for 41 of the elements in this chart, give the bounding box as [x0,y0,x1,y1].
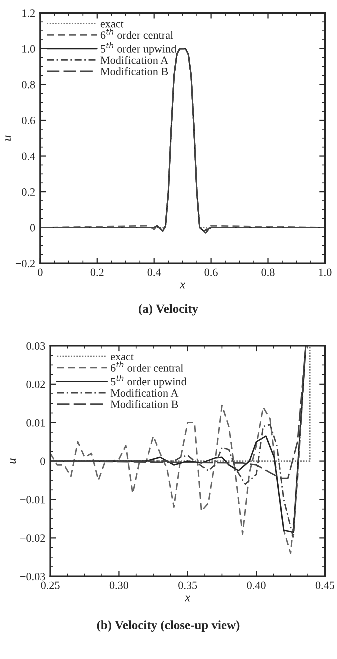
y-tick-label: −0.01 [20,496,46,504]
legend-label: Modification A [100,56,169,64]
text: (a) Velocity [139,304,198,316]
legend-label: exact [110,354,134,361]
x-axis-title: x [180,282,186,289]
y-tick-label: 0.02 [26,380,46,388]
y-tick-label: −0.02 [20,534,46,542]
x-tick-label: 0.35 [178,582,198,590]
y-axis-title: u [10,458,16,464]
y-tick-label: 0.8 [22,81,36,89]
y-tick-label: −0.03 [20,573,46,581]
y-tick-label: 0 [40,458,46,466]
x-tick-label: 0.25 [41,582,60,590]
y-tick-label: 0.6 [22,116,36,125]
y-tick-label: 0.2 [22,188,35,196]
y-tick-label: −0.2 [16,260,35,268]
y-tick-label: 0.03 [26,342,46,350]
legend-label: 6$^{th}$ order central [111,362,184,372]
legend-label: 5$^{th}$ order upwind [101,42,177,56]
legend-label: 5$^{th}$ order upwind [111,375,187,388]
y-tick-label: 0 [30,224,36,232]
x-tick-label: 0.2 [90,268,104,276]
legend-label: exact [100,21,124,28]
x-axis-title: x [184,596,191,602]
legend-label: Modification A [110,389,179,398]
x-tick-label: 0.30 [110,582,129,590]
legend-label: 6$^{th}$ order central [100,28,174,40]
y-tick-label: 1.2 [22,10,35,18]
y-axis-title: u [6,136,12,141]
x-tick-label: 0.8 [262,268,275,276]
y-tick-label: 1.0 [22,45,36,53]
y-tick-label: 0.01 [26,419,46,427]
x-tick-label: 0.6 [204,268,218,276]
text: (b) Velocity (close-up view) [97,620,240,632]
x-tick-label: 0.4 [148,268,162,276]
x-tick-label: 1.0 [319,268,332,276]
legend-label: Modification B [110,400,178,408]
x-tick-label: 0.45 [316,582,334,590]
legend-label: Modification B [100,68,168,76]
y-tick-label: 0.4 [22,152,36,160]
x-tick-label: 0.40 [247,582,266,590]
